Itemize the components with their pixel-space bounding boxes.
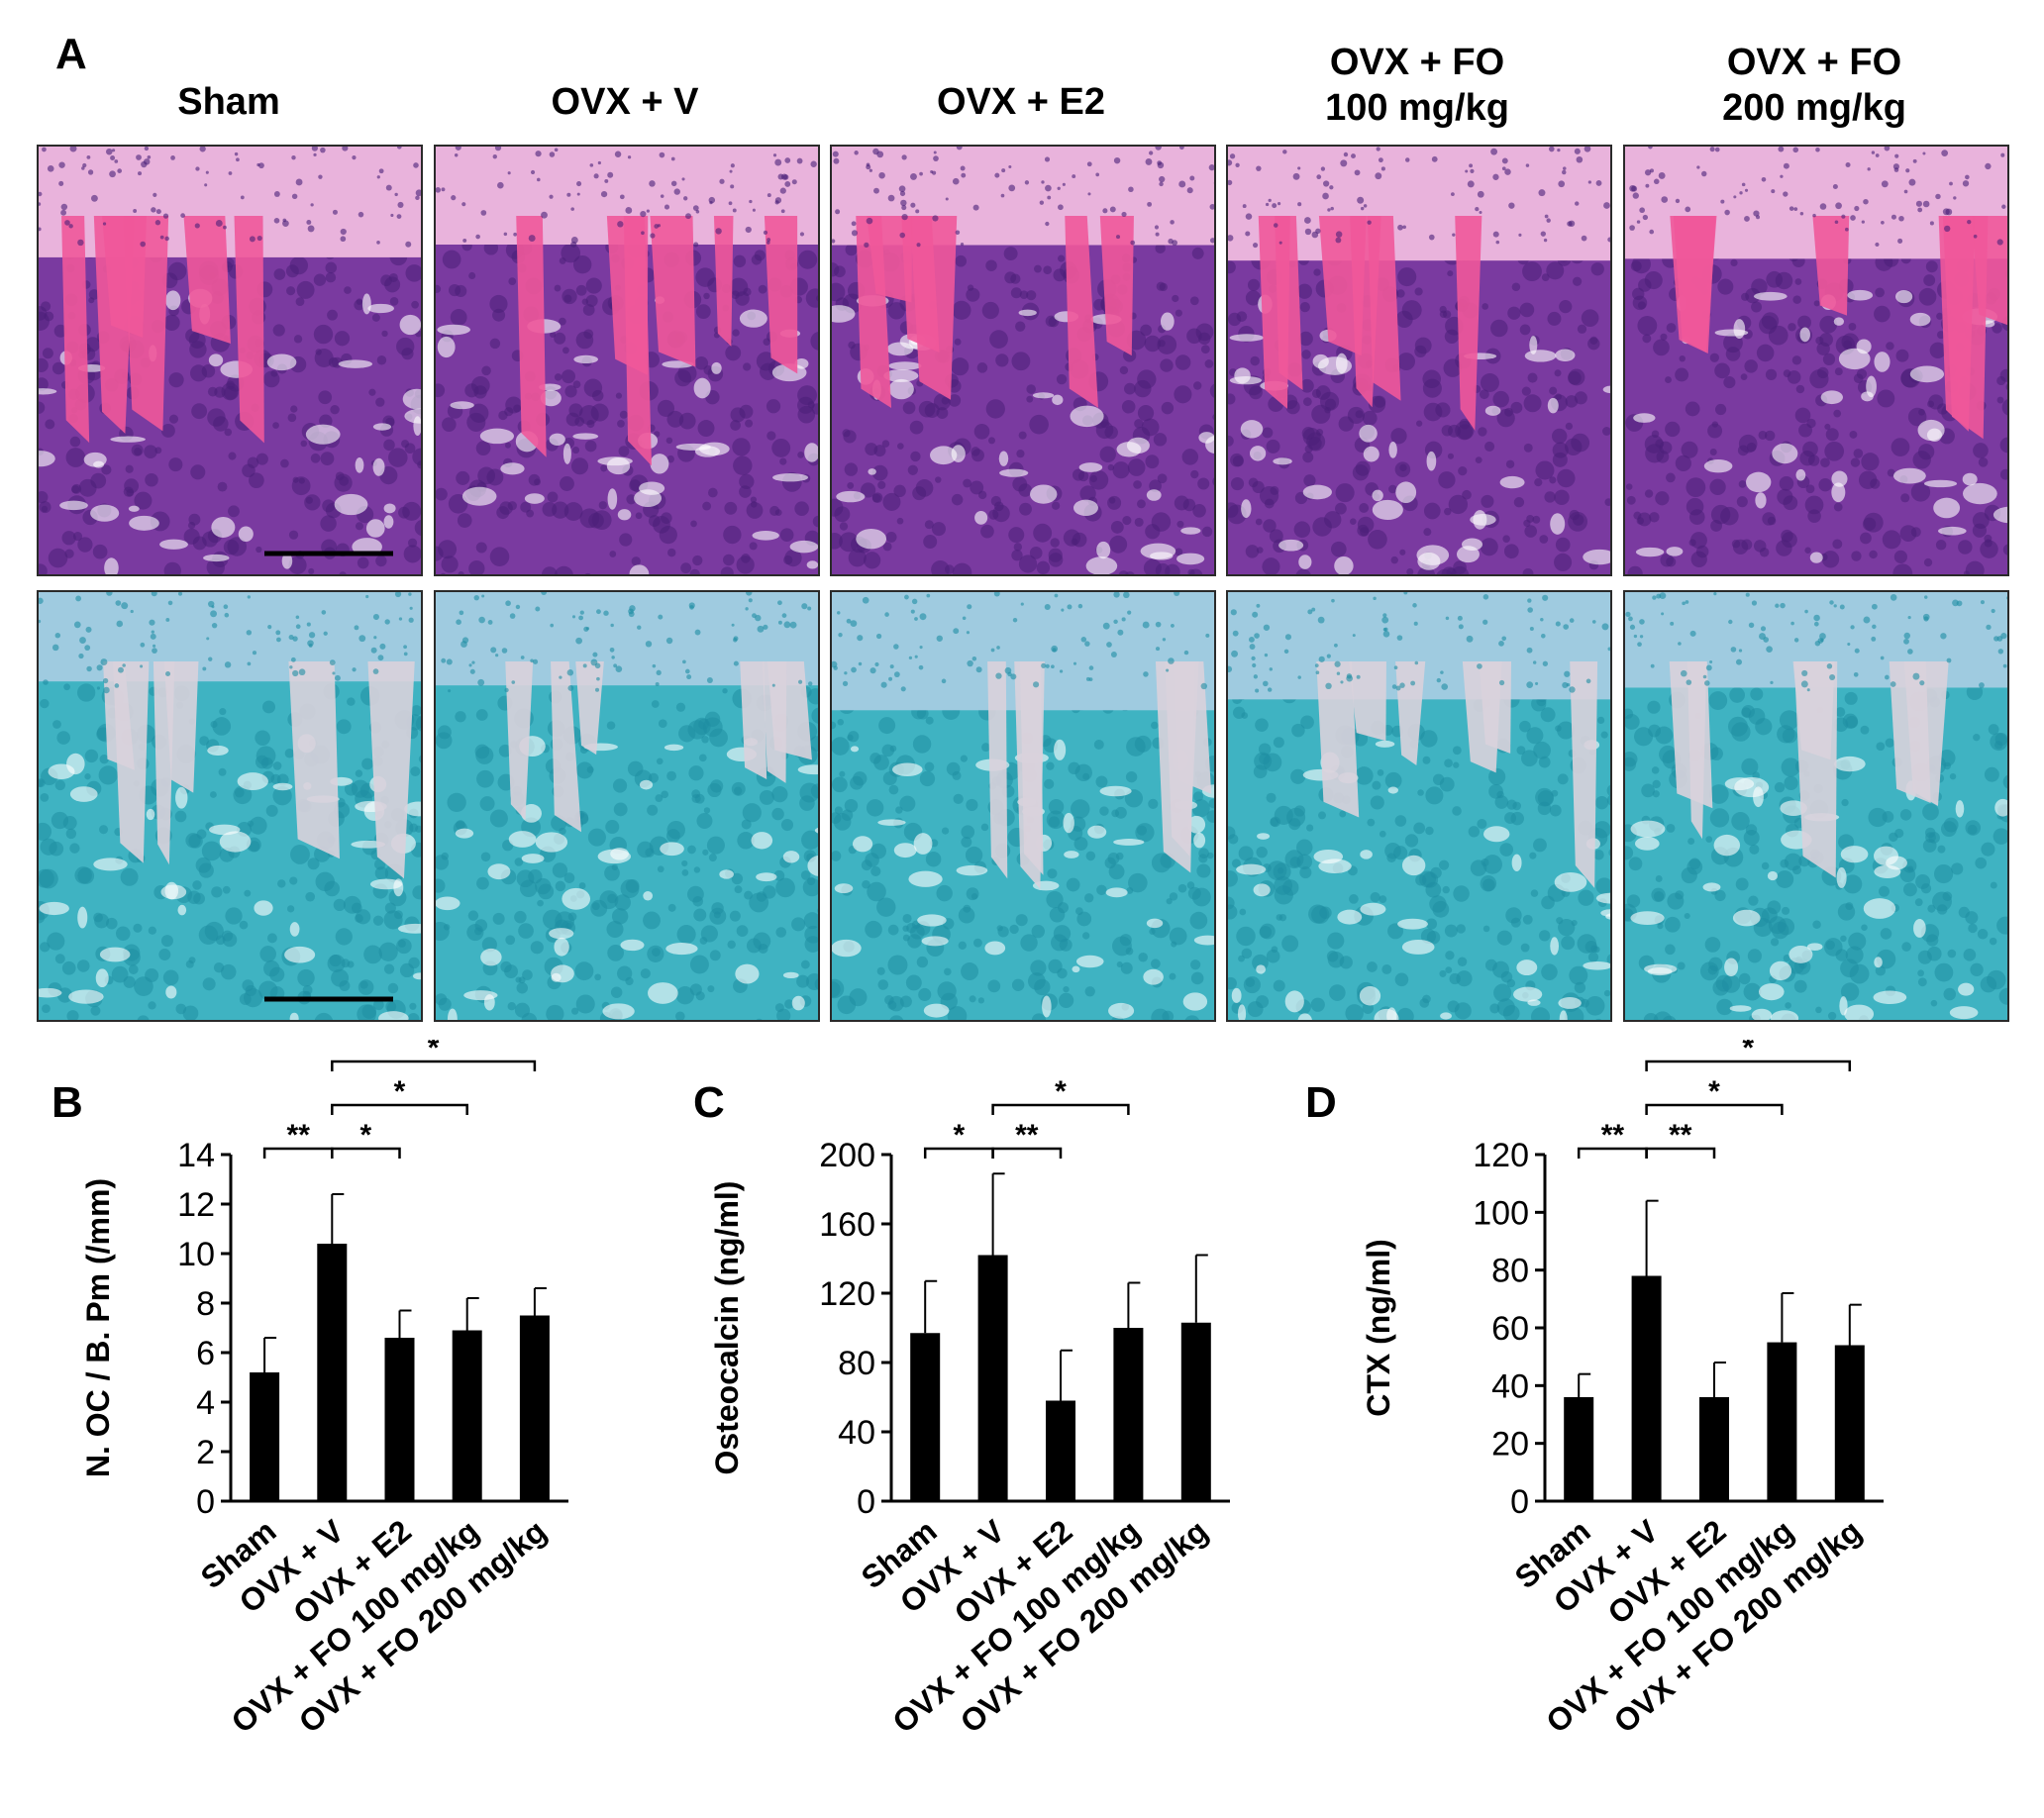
- bar: [1113, 1328, 1144, 1501]
- bar: [1046, 1400, 1075, 1501]
- y-tick-label: 6: [196, 1335, 215, 1372]
- significance-bracket: [991, 1147, 1063, 1159]
- bar: [977, 1255, 1008, 1501]
- bar: [317, 1244, 348, 1501]
- micrograph-he-4: [1226, 145, 1612, 576]
- column-title-sham: Sham: [37, 79, 421, 125]
- column-title-ovx-v: OVX + V: [433, 79, 817, 125]
- micrograph-trap-2: [434, 590, 820, 1022]
- y-tick-label: 120: [819, 1275, 875, 1313]
- column-title-ovx-fo-200: OVX + FO 200 mg/kg: [1622, 40, 2006, 131]
- micrograph-he-1: [37, 145, 423, 576]
- significance-bracket: [331, 1103, 468, 1115]
- bar: [1834, 1345, 1865, 1501]
- y-tick-label: 4: [196, 1384, 215, 1422]
- significance-bracket: [1645, 1060, 1852, 1071]
- column-title-line2: 200 mg/kg: [1722, 87, 1906, 129]
- y-tick-label: 20: [1491, 1426, 1529, 1464]
- significance-label: **: [1601, 1119, 1625, 1152]
- y-tick-label: 8: [196, 1285, 215, 1323]
- micrograph-trap-4: [1226, 590, 1612, 1022]
- bar: [1564, 1397, 1594, 1501]
- micrograph-he-3: [830, 145, 1216, 576]
- y-tick-label: 40: [1491, 1367, 1529, 1405]
- micrograph-he-5: [1623, 145, 2009, 576]
- significance-bracket: [991, 1103, 1130, 1115]
- bar: [910, 1333, 941, 1501]
- panel-label: B: [51, 1078, 83, 1127]
- y-axis-label: N. OC / B. Pm (/mm): [80, 1178, 116, 1477]
- y-tick-label: 160: [819, 1206, 875, 1244]
- significance-label: *: [1708, 1075, 1720, 1108]
- significance-label: **: [1669, 1119, 1692, 1152]
- significance-bracket: [1645, 1147, 1716, 1159]
- column-title-line2: 100 mg/kg: [1325, 87, 1509, 129]
- y-tick-label: 0: [1510, 1483, 1529, 1521]
- y-tick-label: 0: [196, 1483, 215, 1521]
- significance-label: *: [1742, 1040, 1754, 1064]
- y-tick-label: 10: [177, 1236, 215, 1273]
- micrograph-trap-5: [1623, 590, 2009, 1022]
- significance-bracket: [331, 1060, 537, 1071]
- micrograph-he-2: [434, 145, 820, 576]
- bar: [519, 1315, 550, 1501]
- panel-a-label: A: [55, 30, 87, 78]
- column-title-ovx-fo-100: OVX + FO 100 mg/kg: [1225, 40, 1609, 131]
- column-title-line1: Sham: [177, 81, 280, 123]
- column-title-line1: OVX + V: [551, 81, 699, 123]
- y-axis-label: CTX (ng/ml): [1361, 1239, 1396, 1417]
- y-tick-label: 100: [1473, 1194, 1529, 1232]
- bar: [1767, 1342, 1797, 1501]
- y-tick-label: 200: [819, 1137, 875, 1174]
- panel-label: C: [693, 1078, 725, 1127]
- y-tick-label: 2: [196, 1434, 215, 1471]
- bar: [1699, 1397, 1729, 1501]
- panel-label: D: [1305, 1078, 1337, 1127]
- y-tick-label: 14: [177, 1137, 215, 1174]
- significance-label: **: [1015, 1119, 1039, 1152]
- column-title-line1: OVX + FO: [1726, 42, 1902, 83]
- micrograph-trap-3: [830, 590, 1216, 1022]
- significance-label: **: [287, 1119, 311, 1152]
- y-tick-label: 40: [838, 1414, 875, 1452]
- significance-label: *: [428, 1040, 440, 1064]
- y-tick-label: 80: [838, 1345, 875, 1382]
- column-title-line1: OVX + E2: [936, 81, 1106, 123]
- bar: [1180, 1322, 1211, 1501]
- significance-label: *: [394, 1075, 406, 1108]
- significance-bracket: [1645, 1103, 1784, 1115]
- bar: [250, 1372, 280, 1501]
- y-axis-label: Osteocalcin (ng/ml): [709, 1181, 745, 1475]
- column-title-line1: OVX + FO: [1329, 42, 1505, 83]
- y-tick-label: 0: [857, 1483, 875, 1521]
- bar: [384, 1338, 415, 1501]
- bar: [452, 1330, 482, 1501]
- significance-label: *: [954, 1119, 966, 1152]
- y-tick-label: 60: [1491, 1310, 1529, 1348]
- significance-label: *: [1055, 1075, 1067, 1108]
- bar: [1631, 1275, 1662, 1501]
- significance-label: *: [360, 1119, 372, 1152]
- y-tick-label: 80: [1491, 1253, 1529, 1290]
- column-title-ovx-e2: OVX + E2: [829, 79, 1213, 125]
- y-tick-label: 12: [177, 1186, 215, 1224]
- significance-bracket: [331, 1147, 401, 1159]
- y-tick-label: 120: [1473, 1137, 1529, 1174]
- micrograph-trap-1: [37, 590, 423, 1022]
